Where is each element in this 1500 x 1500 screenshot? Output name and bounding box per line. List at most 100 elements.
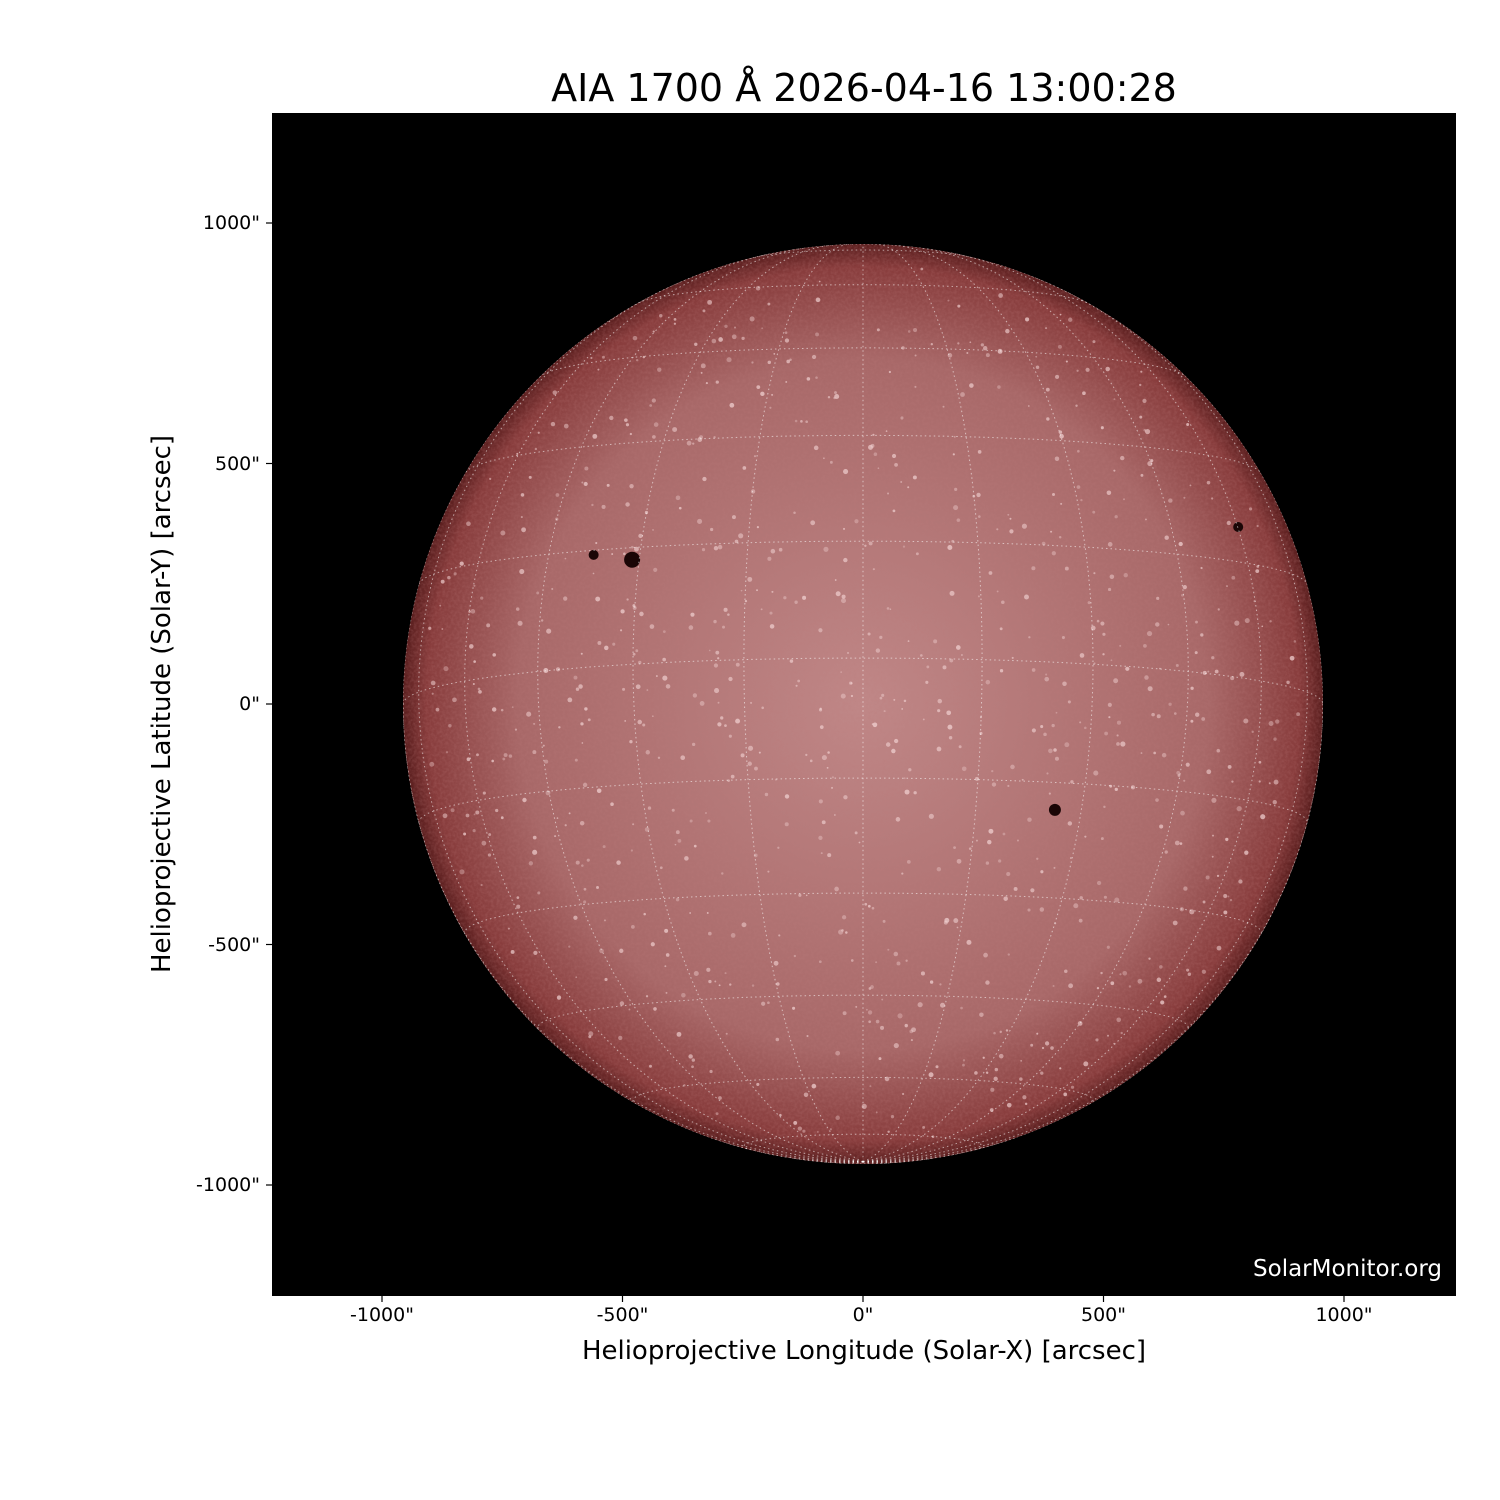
plage-point [1147, 460, 1153, 467]
plage-point [1062, 681, 1067, 687]
plage-point [1231, 780, 1234, 783]
plage-point [1178, 541, 1183, 547]
plage-point [753, 853, 758, 858]
plage-point [603, 919, 606, 922]
plage-point [1206, 480, 1211, 485]
plage-point [777, 846, 780, 849]
plage-point [915, 552, 919, 556]
grid-line [862, 251, 1262, 1163]
plage-point [578, 684, 583, 689]
plage-point [1045, 673, 1048, 676]
plage-point [1244, 618, 1250, 624]
plage-point [431, 692, 434, 695]
plage-point [681, 992, 686, 998]
plage-point [903, 699, 907, 703]
plage-point [731, 515, 736, 520]
plage-point [1156, 977, 1162, 983]
plage-point [1103, 895, 1107, 899]
plage-point [988, 828, 994, 834]
plage-point [556, 817, 559, 819]
plage-point [453, 572, 457, 576]
plage-point [1183, 886, 1188, 891]
plage-point [1050, 1046, 1054, 1050]
plage-point [551, 587, 554, 590]
plage-point [1226, 585, 1228, 588]
plage-point [901, 708, 904, 710]
plage-point [480, 596, 484, 600]
plage-point [537, 431, 540, 434]
plage-point [835, 591, 841, 597]
plage-point [1046, 772, 1049, 775]
plage-point [994, 1067, 999, 1072]
plage-point [684, 856, 689, 861]
plage-point [936, 866, 942, 872]
plage-point [823, 457, 825, 460]
plage-point [516, 896, 520, 899]
plage-point [635, 684, 641, 690]
plage-point [875, 648, 881, 653]
plage-point [901, 346, 905, 350]
plage-point [740, 1125, 743, 1128]
plage-point [1268, 720, 1274, 726]
plage-point [1227, 895, 1230, 898]
plage-point [982, 1056, 985, 1059]
plage-point [1119, 644, 1122, 647]
plage-point [985, 980, 990, 985]
plage-point [1108, 716, 1111, 719]
plage-point [1202, 670, 1207, 675]
plage-point [818, 628, 823, 633]
plage-point [653, 1007, 657, 1011]
plage-point [912, 475, 917, 480]
plage-point [717, 701, 720, 704]
plage-point [868, 987, 872, 990]
plage-point [1144, 428, 1151, 435]
plage-point [1214, 669, 1219, 674]
plage-point [952, 453, 955, 456]
grid-line [403, 703, 864, 1163]
plage-point [809, 759, 813, 763]
plage-point [1251, 730, 1254, 733]
plage-point [784, 331, 788, 334]
y-axis-label: Helioprojective Latitude (Solar-Y) [arcs… [147, 434, 177, 974]
plage-point [983, 346, 988, 351]
plage-point [1211, 656, 1215, 660]
plage-point [1067, 821, 1073, 826]
plage-point [652, 435, 656, 439]
plage-point [920, 971, 925, 976]
plage-point [1067, 700, 1071, 704]
plage-point [665, 953, 670, 957]
plage-point [1085, 367, 1090, 372]
plage-point [516, 452, 519, 455]
plage-point [1200, 566, 1203, 570]
plage-point [662, 630, 666, 633]
plage-point [1120, 1031, 1123, 1035]
plage-point [514, 728, 518, 731]
plage-point [536, 591, 540, 595]
plage-point [753, 455, 757, 458]
plage-point [717, 657, 720, 660]
plage-point [1116, 742, 1120, 746]
plage-point [891, 748, 896, 754]
plage-point [597, 641, 602, 645]
plage-point [688, 1054, 693, 1059]
plage-point [821, 820, 826, 825]
plage-point [619, 948, 624, 953]
plage-point [939, 983, 942, 986]
plage-point [1223, 894, 1228, 899]
plage-point [742, 466, 747, 470]
plage-point [1040, 870, 1044, 874]
plage-point [1114, 787, 1118, 791]
plage-point [443, 666, 449, 672]
plage-point [1130, 785, 1135, 790]
plage-point [534, 447, 538, 451]
plage-point [866, 1008, 868, 1011]
plage-point [1216, 874, 1220, 878]
plage-point [1030, 888, 1035, 893]
x-tick-label: -1000" [350, 1304, 414, 1326]
plage-point [827, 853, 832, 858]
plage-point [630, 849, 633, 852]
plage-point [528, 861, 534, 866]
plage-point [937, 709, 941, 713]
plage-point [580, 722, 584, 726]
plage-point [991, 782, 997, 787]
